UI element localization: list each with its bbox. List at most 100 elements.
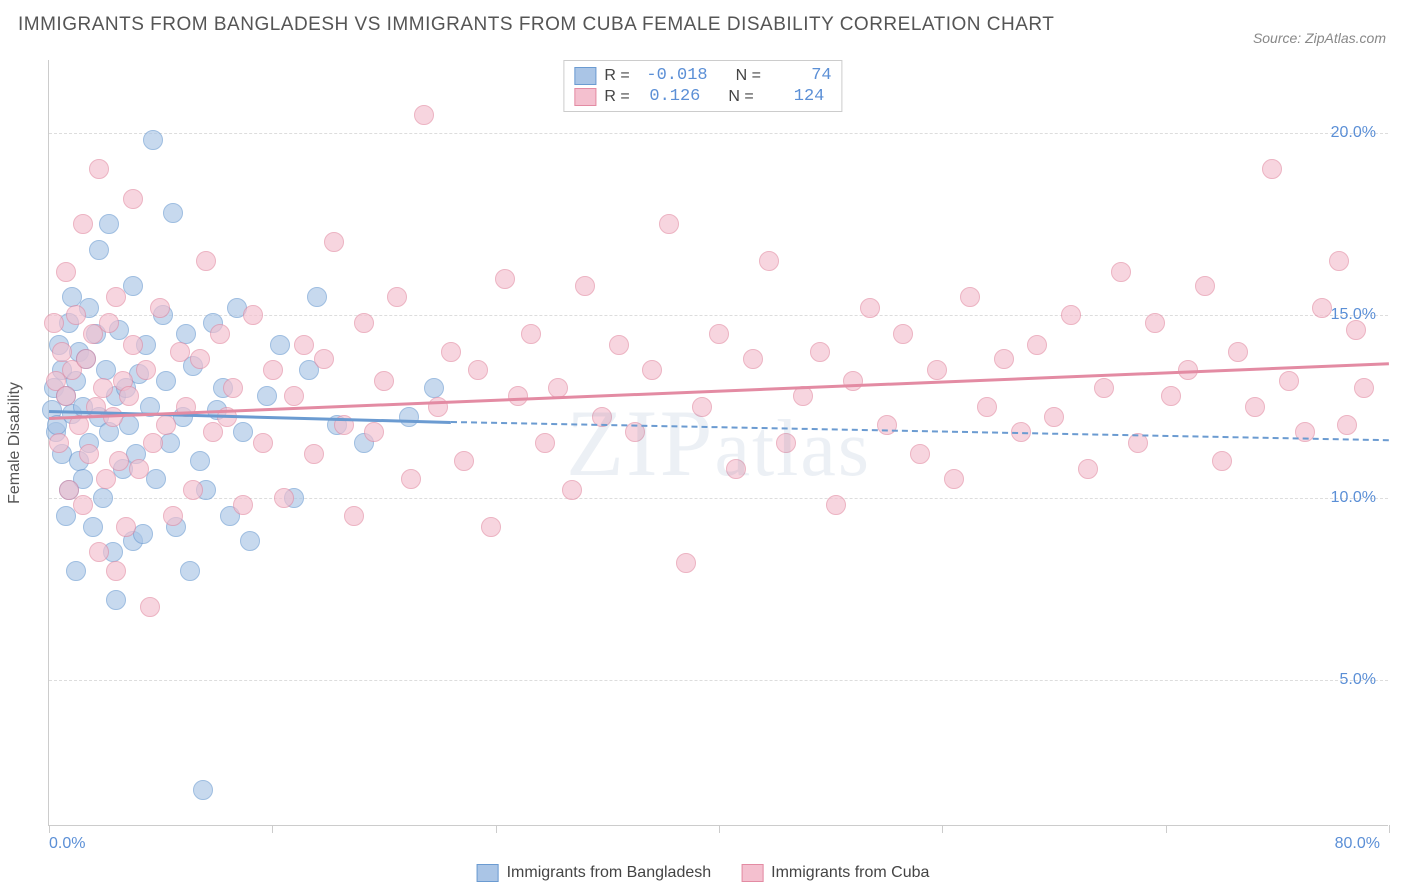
data-point [893,324,913,344]
data-point [1094,378,1114,398]
data-point [89,240,109,260]
data-point [44,313,64,333]
data-point [123,335,143,355]
data-point [304,444,324,464]
data-point [196,251,216,271]
data-point [1027,335,1047,355]
data-point [73,495,93,515]
data-point [776,433,796,453]
data-point [103,407,123,427]
data-point [243,305,263,325]
data-point [1346,320,1366,340]
data-point [314,349,334,369]
trend-line [49,363,1389,420]
data-point [726,459,746,479]
x-tick [272,825,273,833]
n-value-bangladesh: 74 [778,66,832,85]
data-point [994,349,1014,369]
data-point [240,531,260,551]
n-label: N = [736,67,770,85]
data-point [1329,251,1349,271]
data-point [116,517,136,537]
data-point [354,313,374,333]
data-point [428,397,448,417]
data-point [49,433,69,453]
data-point [810,342,830,362]
data-point [535,433,555,453]
y-tick-label: 20.0% [1331,124,1376,142]
data-point [183,480,203,500]
data-point [468,360,488,380]
data-point [307,287,327,307]
data-point [180,561,200,581]
data-point [170,342,190,362]
x-tick [719,825,720,833]
data-point [56,262,76,282]
data-point [743,349,763,369]
watermark: ZIPatlas [566,388,871,498]
data-point [364,422,384,442]
r-label: R = [604,67,638,85]
legend-row-bangladesh: R = -0.018 N = 74 [574,65,831,86]
x-tick [1389,825,1390,833]
data-point [1245,397,1265,417]
data-point [1044,407,1064,427]
data-point [146,469,166,489]
data-point [877,415,897,435]
y-axis-title: Female Disability [6,382,24,504]
data-point [759,251,779,271]
data-point [257,386,277,406]
data-point [960,287,980,307]
data-point [642,360,662,380]
y-tick-label: 10.0% [1331,489,1376,507]
data-point [387,287,407,307]
swatch-cuba [574,88,596,106]
data-point [1145,313,1165,333]
data-point [1312,298,1332,318]
correlation-legend: R = -0.018 N = 74 R = 0.126 N = 124 [563,60,842,112]
data-point [424,378,444,398]
data-point [119,386,139,406]
r-label: R = [604,88,638,106]
data-point [270,335,290,355]
data-point [253,433,273,453]
data-point [1262,159,1282,179]
data-point [73,214,93,234]
data-point [89,542,109,562]
legend-label-cuba: Immigrants from Cuba [771,864,929,882]
data-point [1195,276,1215,296]
data-point [123,276,143,296]
data-point [210,324,230,344]
data-point [143,130,163,150]
data-point [1111,262,1131,282]
data-point [860,298,880,318]
r-value-bangladesh: -0.018 [646,66,707,85]
data-point [96,469,116,489]
data-point [76,349,96,369]
data-point [233,422,253,442]
legend-row-cuba: R = 0.126 N = 124 [574,86,831,107]
data-point [52,342,72,362]
gridline [49,680,1388,681]
data-point [294,335,314,355]
x-tick [942,825,943,833]
data-point [977,397,997,417]
data-point [274,488,294,508]
x-max-label: 80.0% [1335,835,1380,853]
data-point [150,298,170,318]
data-point [193,780,213,800]
data-point [156,415,176,435]
data-point [233,495,253,515]
data-point [495,269,515,289]
data-point [106,590,126,610]
data-point [441,342,461,362]
data-point [401,469,421,489]
data-point [223,378,243,398]
data-point [562,480,582,500]
data-point [374,371,394,391]
y-tick-label: 5.0% [1340,671,1376,689]
x-min-label: 0.0% [49,835,85,853]
data-point [66,305,86,325]
data-point [944,469,964,489]
source-label: Source: ZipAtlas.com [1253,30,1386,46]
